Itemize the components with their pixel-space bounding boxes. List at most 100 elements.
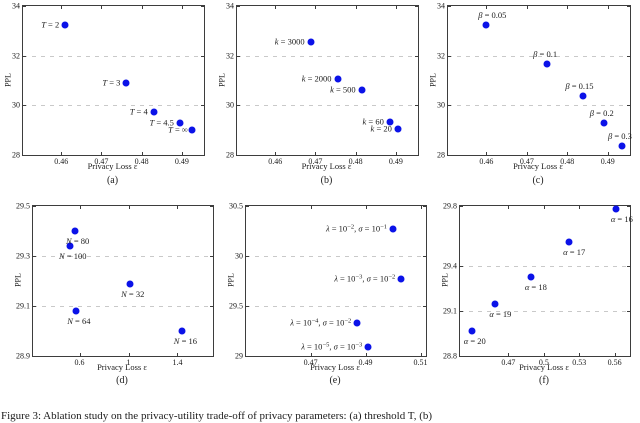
y-tick-label: 32 [226, 51, 234, 61]
x-tick-mark [395, 152, 397, 155]
x-tick-label: 0.56 [607, 358, 622, 367]
x-tick-mark [177, 206, 179, 209]
y-tick-label: 28.9 [16, 351, 30, 361]
point-label: N = 32 [121, 288, 145, 299]
y-axis-label: PPL [428, 72, 438, 87]
gridline [33, 256, 213, 257]
x-tick-mark [275, 152, 277, 155]
data-point [61, 21, 69, 29]
point-label: k = 2000 [301, 73, 332, 84]
data-point [482, 21, 490, 29]
y-tick-mark [448, 155, 451, 156]
data-point [307, 38, 315, 46]
plot-area: 0.47 0.5 0.53 0.56 28.8 29.1 29.4 29.8 α = 16 α =… [443, 202, 633, 368]
y-tick-mark [627, 55, 630, 57]
point-label: β = 0.3 [608, 130, 632, 141]
data-point [188, 126, 196, 134]
subplot-caption: (d) [116, 375, 128, 386]
x-tick-mark [579, 206, 581, 209]
data-point [468, 327, 476, 334]
y-axis-label: PPL [3, 72, 13, 87]
gridline [448, 55, 630, 57]
point-label: T = 4 [129, 106, 148, 117]
y-tick-label: 34 [226, 1, 234, 11]
x-tick-mark [310, 206, 312, 209]
y-tick-label: 29.1 [443, 306, 457, 316]
x-axis-label: Privacy Loss ε [301, 161, 352, 171]
y-tick-mark [246, 356, 249, 357]
subplot-caption: (b) [320, 175, 333, 186]
data-point [491, 300, 499, 307]
data-point [122, 79, 130, 87]
x-axis-label: Privacy Loss ε [97, 362, 147, 372]
point-label: α = 19 [489, 308, 512, 319]
y-tick-label: 29.3 [16, 251, 30, 261]
y-tick-label: 29.1 [16, 301, 30, 311]
data-point [126, 280, 134, 287]
y-tick-mark [460, 356, 463, 357]
point-label: T = ∞ [168, 124, 188, 135]
y-tick-label: 29.8 [443, 201, 457, 211]
y-tick-mark [246, 306, 249, 307]
x-tick-mark [101, 6, 103, 9]
data-point [71, 227, 79, 235]
x-tick-mark [420, 353, 422, 356]
data-point [527, 273, 535, 280]
data-point [364, 343, 372, 351]
data-point [386, 118, 394, 126]
gridline [460, 266, 630, 267]
x-tick-mark [395, 6, 397, 9]
data-point [543, 60, 551, 68]
y-tick-label: 32 [12, 51, 20, 61]
subplot-caption: (f) [539, 375, 549, 386]
y-tick-mark [201, 105, 204, 107]
gridline [460, 311, 630, 312]
point-label: α = 16 [610, 214, 633, 224]
y-tick-label: 30 [226, 100, 234, 110]
y-tick-mark [237, 105, 240, 107]
data-point [178, 327, 186, 335]
y-tick-label: 30 [235, 251, 243, 261]
gridline [33, 306, 213, 307]
y-tick-label: 34 [12, 1, 20, 11]
y-tick-mark [33, 206, 36, 207]
y-tick-label: 28.8 [443, 351, 457, 361]
data-point [358, 86, 366, 94]
x-tick-mark [275, 6, 277, 9]
point-label: λ = 10−5, σ = 10−3 [301, 341, 363, 352]
x-axis-label: Privacy Loss ε [87, 161, 138, 171]
y-axis-label: PPL [226, 273, 236, 287]
gridline [237, 55, 418, 57]
y-tick-mark [201, 6, 204, 7]
subplot-caption: (e) [329, 375, 341, 386]
y-axis-label: PPL [217, 72, 227, 87]
plot-area: 0.46 0.47 0.48 0.49 28 30 32 34 β = 0.05 β = 0.1 β… [437, 2, 632, 167]
y-tick-mark [246, 256, 249, 257]
x-tick-mark [355, 6, 357, 9]
point-label: α = 17 [563, 247, 586, 257]
x-axis-label: Privacy Loss ε [513, 161, 563, 171]
data-point [565, 238, 573, 246]
y-tick-mark [423, 356, 426, 357]
y-tick-label: 30.5 [229, 201, 243, 211]
x-tick-mark [181, 6, 183, 9]
data-point [394, 125, 402, 133]
point-label: λ = 10−2, σ = 10−1 [325, 223, 388, 234]
plot-area: 0.46 0.47 0.48 0.49 28 30 32 34 k = 3000 k = 2000… [226, 2, 419, 166]
y-tick-mark [415, 155, 418, 156]
data-point [66, 242, 74, 250]
x-tick-mark [177, 353, 179, 356]
y-tick-mark [627, 155, 630, 156]
x-tick-label: 0.49 [388, 157, 403, 166]
x-tick-mark [420, 206, 422, 209]
y-tick-mark [423, 256, 426, 257]
y-tick-mark [460, 311, 463, 312]
x-tick-mark [365, 353, 367, 356]
x-tick-mark [543, 353, 545, 356]
x-tick-mark [61, 6, 63, 9]
x-tick-mark [315, 6, 317, 9]
x-tick-label: 0.47 [94, 157, 109, 166]
y-tick-mark [237, 55, 240, 57]
x-tick-mark [607, 152, 609, 155]
